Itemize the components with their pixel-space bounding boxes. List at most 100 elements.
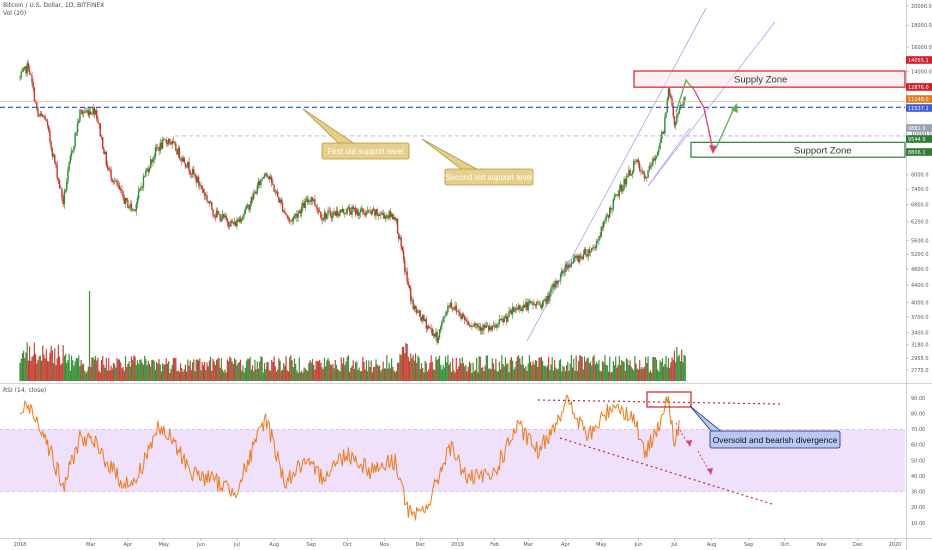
candle-body <box>191 169 194 175</box>
symbol-title: Bitcoin / U.S. Dollar, 1D, BITFINEX <box>3 2 105 9</box>
volume-bar <box>615 356 617 381</box>
volume-bar <box>148 363 151 381</box>
candle-body <box>622 189 624 192</box>
volume-bar <box>453 370 455 381</box>
volume-bar <box>297 372 299 381</box>
volume-bar <box>121 368 123 381</box>
volume-bar <box>310 362 312 381</box>
volume-bar <box>81 364 83 381</box>
volume-bar <box>24 358 26 381</box>
trendline-steep <box>526 7 707 342</box>
volume-bar <box>472 362 474 381</box>
volume-bar <box>518 355 520 381</box>
volume-bar <box>260 356 262 381</box>
candle-body <box>437 337 440 343</box>
candle-body <box>21 71 24 73</box>
volume-bar <box>617 364 619 381</box>
volume-bar <box>660 362 662 381</box>
candle-body <box>203 192 206 196</box>
volume-bar <box>563 367 565 381</box>
price-tick-label: 2955.0 <box>911 356 929 362</box>
volume-bar <box>221 369 224 381</box>
candle-body <box>261 178 263 180</box>
volume-bar <box>538 357 540 381</box>
candle-body <box>195 175 197 183</box>
candle-body <box>107 167 110 170</box>
candle-body <box>484 324 486 328</box>
volume-bar <box>189 360 191 381</box>
volume-bar <box>446 362 448 381</box>
candle-body <box>515 308 517 310</box>
candle-body <box>27 63 30 70</box>
volume-bar <box>140 359 142 381</box>
volume-bar <box>103 364 105 381</box>
candle-body <box>499 319 502 320</box>
candle-body <box>294 213 297 216</box>
candle-body <box>170 142 172 145</box>
volume-bar <box>515 360 517 381</box>
volume-bar <box>126 366 128 381</box>
candle-body <box>411 300 413 301</box>
candle-body <box>483 324 485 331</box>
volume-bar <box>634 355 636 381</box>
volume-bar <box>465 365 467 381</box>
candle-body <box>401 246 404 251</box>
candle-body <box>231 220 233 223</box>
volume-bar <box>192 362 194 381</box>
candle-body <box>50 141 52 149</box>
candle-body <box>233 221 236 225</box>
candle-body <box>157 147 159 149</box>
volume-bar <box>378 365 381 381</box>
candle-body <box>51 148 54 157</box>
candle-body <box>31 75 33 83</box>
volume-bar <box>592 356 594 381</box>
volume-bar <box>21 353 23 381</box>
rsi-tick-label: 40.00 <box>911 474 925 480</box>
volume-bar <box>425 362 427 381</box>
volume-bar <box>408 361 411 381</box>
candle-body <box>312 199 315 201</box>
candle-body <box>660 134 662 143</box>
candle-body <box>581 256 583 259</box>
volume-bar <box>38 356 40 381</box>
time-axis: 2018 Mar Apr May Jun Jul Aug Sep Oct Nov Dec 2019 Fe… <box>14 538 901 548</box>
candle-body <box>381 212 383 215</box>
candle-body <box>598 236 600 241</box>
rsi-tick-label: 60.00 <box>911 443 925 449</box>
volume-bar <box>630 366 632 381</box>
rsi-line <box>19 394 680 521</box>
candle-body <box>595 241 598 248</box>
candle-body <box>285 212 287 216</box>
candle-body <box>25 66 27 74</box>
volume-bar <box>509 359 511 381</box>
volume-bar <box>519 358 521 381</box>
volume-bar <box>635 363 637 381</box>
volume-bar <box>610 372 612 381</box>
candle-body <box>179 158 182 159</box>
candle-body <box>612 199 615 209</box>
candle-body <box>589 251 592 253</box>
volume-bar <box>616 367 618 381</box>
price-marker-label: 12876.0 <box>908 85 929 91</box>
volume-bar <box>183 369 185 381</box>
volume-bar <box>44 358 46 381</box>
volume-bar <box>356 361 358 381</box>
candle-body <box>131 209 134 210</box>
volume-bar <box>613 365 616 381</box>
volume-bar <box>129 366 131 381</box>
volume-bar <box>341 363 344 381</box>
price-tick-label: 4400.0 <box>911 283 929 289</box>
time-tick-label: 2018 <box>14 542 27 548</box>
candle-body <box>292 217 294 222</box>
volume-bar <box>335 364 338 381</box>
candle-body <box>452 307 454 309</box>
price-marker-label: 9544.9 <box>908 137 926 143</box>
volume-bar <box>135 364 137 381</box>
candle-body <box>662 131 665 134</box>
volume-bar <box>249 356 251 381</box>
candle-body <box>244 209 247 214</box>
candle-body <box>553 284 556 288</box>
time-tick-label: Dec <box>415 542 425 548</box>
time-tick-label: May <box>596 542 606 548</box>
